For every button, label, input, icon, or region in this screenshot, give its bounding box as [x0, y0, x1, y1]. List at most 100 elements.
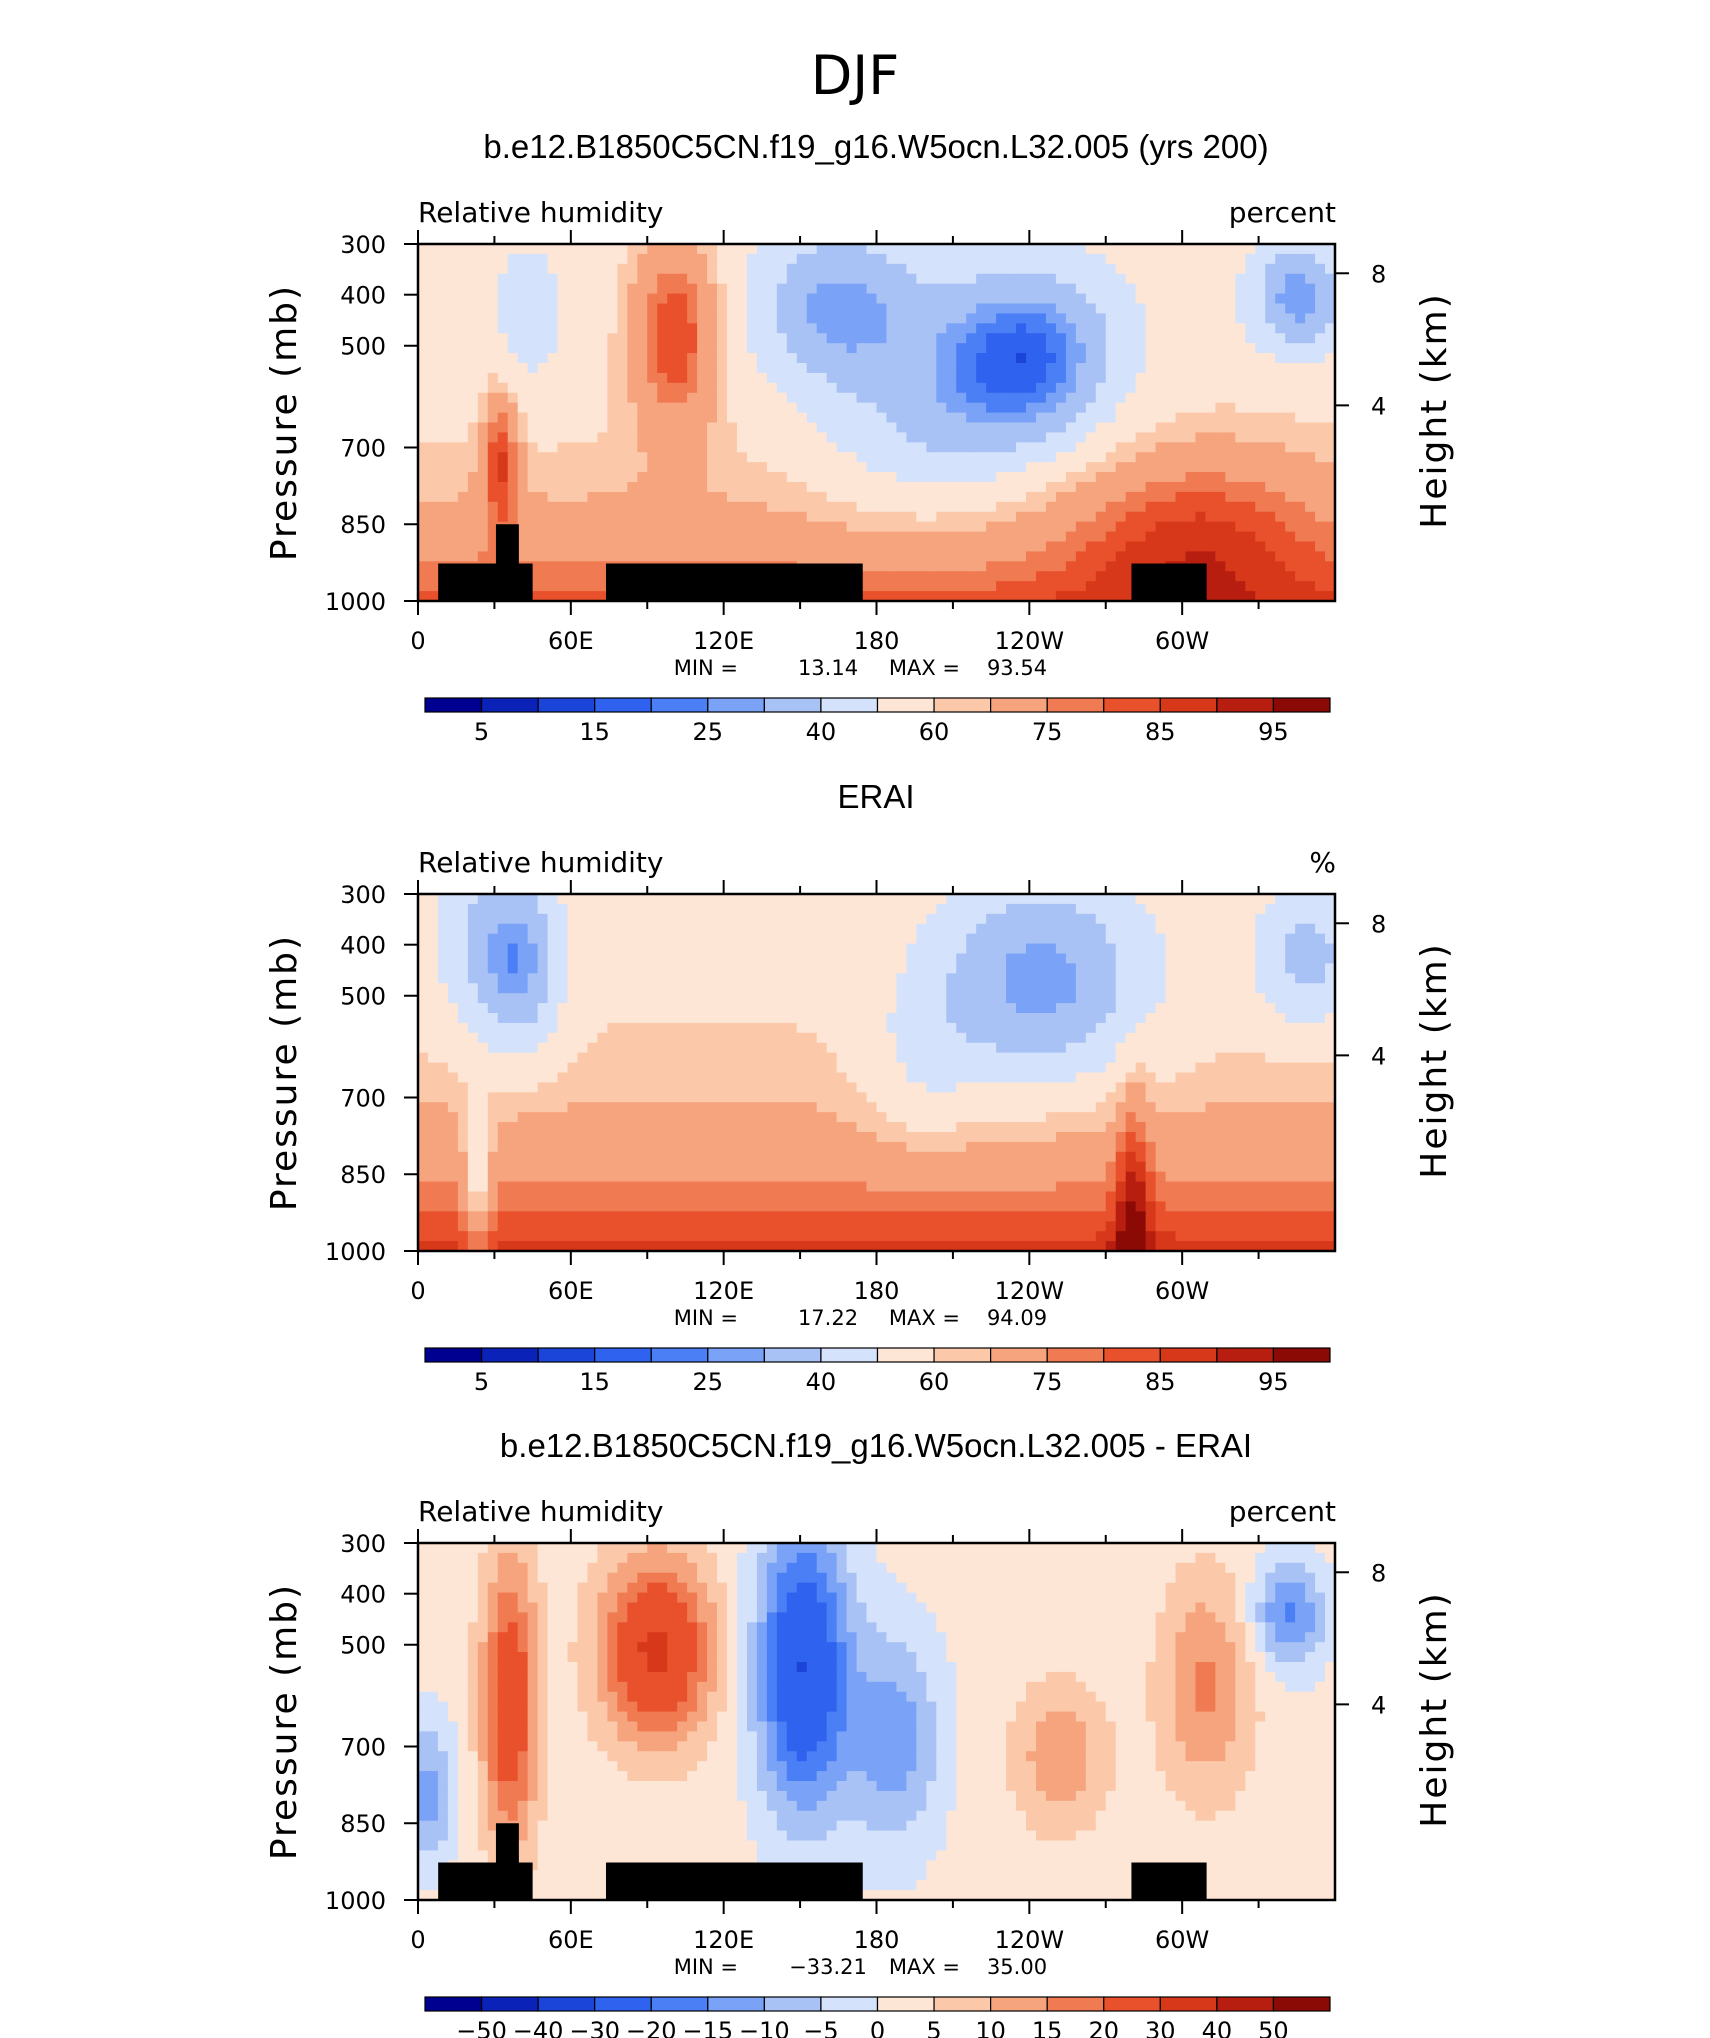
- y2-tick-label: 8: [1371, 260, 1386, 288]
- colorbar-label: 75: [1032, 718, 1063, 746]
- colorbar-swatch: [1046, 1347, 1105, 1363]
- colorbar-swatch: [1046, 697, 1105, 713]
- colorbar-swatch: [1103, 1347, 1161, 1363]
- topography-mask: [438, 524, 1207, 601]
- y-axis: 300 400 500 700 850 1000 Pressure (mb): [264, 1530, 418, 1915]
- x-tick-label: 60W: [1155, 1277, 1209, 1305]
- colorbar-swatch: [1272, 1347, 1331, 1363]
- x-tick-label: 120E: [693, 1926, 754, 1954]
- colorbar-label: 25: [693, 1368, 724, 1396]
- y-tick-label: 700: [340, 1733, 386, 1761]
- colorbar-swatch: [594, 1347, 652, 1363]
- y2-axis: 8 4 Height (km): [1335, 260, 1455, 529]
- colorbar-swatch: [1272, 1996, 1331, 2012]
- x-tick-label: 180: [854, 627, 900, 655]
- y-tick-label: 300: [340, 231, 386, 259]
- colorbar-label: 40: [806, 718, 837, 746]
- colorbar-label: 60: [919, 718, 950, 746]
- x-tick-label: 180: [854, 1277, 900, 1305]
- colorbar-swatch: [763, 1996, 822, 2012]
- colorbar-swatch: [424, 1996, 483, 2012]
- colorbar-swatch: [1216, 697, 1275, 713]
- colorbar-label: −20: [626, 2017, 677, 2038]
- colorbar-label: −40: [513, 2017, 564, 2038]
- y-tick-label: 500: [340, 983, 386, 1011]
- colorbar: 5 15 25 40 60 75 85 95: [424, 1347, 1331, 1396]
- colorbar-swatch: [424, 1347, 483, 1363]
- x-axis: 0 60E 120E 180 120W 60W: [410, 880, 1260, 1305]
- colorbar-label: 75: [1032, 1368, 1063, 1396]
- colorbar-swatch: [480, 1347, 539, 1363]
- colorbar-label: 15: [579, 718, 610, 746]
- colorbar-swatch: [1272, 697, 1331, 713]
- y-tick-label: 400: [340, 282, 386, 310]
- colorbar-swatch: [990, 697, 1048, 713]
- x-tick-label: 60W: [1155, 1926, 1209, 1954]
- min-max-text: 17.22: [798, 1306, 858, 1330]
- colorbar-swatch: [480, 697, 539, 713]
- y-axis: 300 400 500 700 850 1000 Pressure (mb): [264, 881, 418, 1266]
- colorbar-swatch: [537, 1347, 596, 1363]
- colorbar-swatch: [1216, 1347, 1275, 1363]
- colorbar-label: 50: [1258, 2017, 1289, 2038]
- colorbar-swatch: [1159, 1996, 1218, 2012]
- colorbar-label: 5: [474, 718, 489, 746]
- y-tick-label: 850: [340, 511, 386, 539]
- min-max-summary: MIN = 17.22 MAX = 94.09: [674, 1306, 1047, 1330]
- y2-axis-title: Height (km): [1414, 292, 1455, 528]
- panel-title: b.e12.B1850C5CN.f19_g16.W5ocn.L32.005 (y…: [483, 128, 1268, 165]
- colorbar: −50 −40 −30 −20 −15 −10 −5 0 5 10 15 20 30 40 50: [424, 1996, 1331, 2038]
- colorbar-label: 40: [1202, 2017, 1233, 2038]
- x-axis: 0 60E 120E 180 120W 60W: [410, 1529, 1260, 1954]
- colorbar-label: −30: [569, 2017, 620, 2038]
- colorbar-swatch: [424, 697, 483, 713]
- colorbar-swatch: [707, 1996, 765, 2012]
- colorbar-swatch: [1159, 1347, 1218, 1363]
- colorbar-label: 5: [926, 2017, 941, 2038]
- x-tick-label: 60E: [548, 1277, 594, 1305]
- y-axis: 300 400 500 700 850 1000 Pressure (mb): [264, 231, 418, 616]
- min-max-text: MAX =: [889, 1306, 960, 1330]
- colorbar-label: 60: [919, 1368, 950, 1396]
- colorbar-label: 30: [1145, 2017, 1176, 2038]
- y-tick-label: 400: [340, 1581, 386, 1609]
- y2-axis-title: Height (km): [1414, 942, 1455, 1178]
- colorbar-swatch: [650, 1996, 709, 2012]
- colorbar-label: 40: [806, 1368, 837, 1396]
- colorbar-label: −15: [682, 2017, 733, 2038]
- y-tick-label: 1000: [325, 1887, 386, 1915]
- colorbar-label: 5: [474, 1368, 489, 1396]
- y2-tick-label: 8: [1371, 1559, 1386, 1587]
- colorbar-swatch: [820, 1996, 879, 2012]
- min-max-summary: MIN = −33.21 MAX = 35.00: [674, 1955, 1047, 1979]
- colorbar-swatch: [933, 1347, 992, 1363]
- colorbar-swatch: [594, 697, 652, 713]
- variable-label: Relative humidity: [418, 1495, 663, 1528]
- contour-field: [418, 1543, 1335, 1900]
- units-label: percent: [1229, 1495, 1336, 1528]
- y2-axis: 8 4 Height (km): [1335, 910, 1455, 1179]
- colorbar-label: −5: [803, 2017, 838, 2038]
- colorbar-swatch: [1046, 1996, 1105, 2012]
- y-tick-label: 500: [340, 333, 386, 361]
- x-tick-label: 120W: [995, 627, 1065, 655]
- x-tick-label: 60W: [1155, 627, 1209, 655]
- colorbar-swatch: [650, 697, 709, 713]
- colorbar-swatch: [1159, 697, 1218, 713]
- figure-title: DJF: [811, 44, 900, 107]
- colorbar-swatch: [650, 1347, 709, 1363]
- min-max-summary: MIN = 13.14 MAX = 93.54: [674, 656, 1047, 680]
- y2-tick-label: 8: [1371, 910, 1386, 938]
- x-tick-label: 120E: [693, 627, 754, 655]
- y-tick-label: 400: [340, 932, 386, 960]
- min-max-text: MIN =: [674, 656, 738, 680]
- y-tick-label: 500: [340, 1632, 386, 1660]
- colorbar-swatch: [763, 697, 822, 713]
- colorbar-swatch: [933, 697, 992, 713]
- colorbar-swatch: [480, 1996, 539, 2012]
- colorbar-swatch: [1216, 1996, 1275, 2012]
- colorbar-swatch: [933, 1996, 992, 2012]
- colorbar-swatch: [990, 1347, 1048, 1363]
- colorbar: 5 15 25 40 60 75 85 95: [424, 697, 1331, 746]
